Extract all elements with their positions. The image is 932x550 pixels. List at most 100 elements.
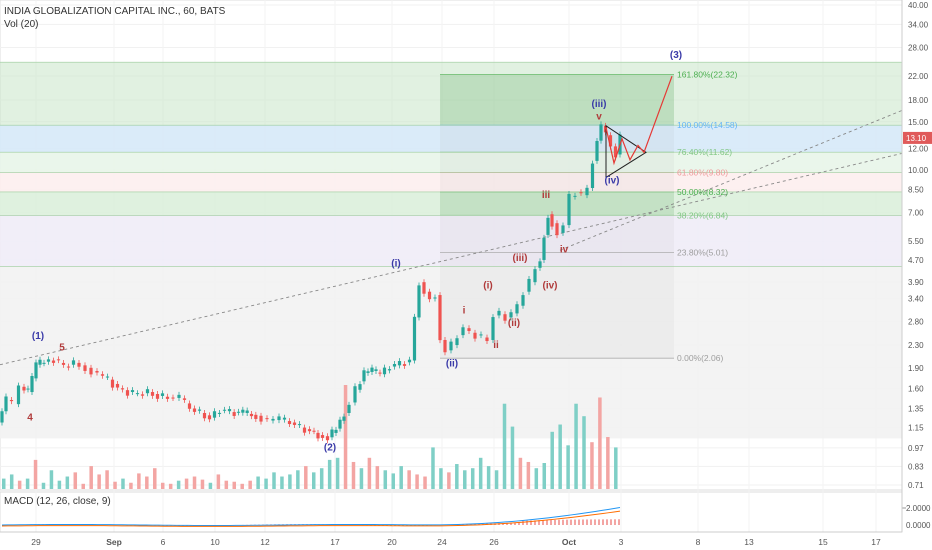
candle-body <box>438 295 442 341</box>
volume-bar <box>272 472 276 489</box>
fib-level-label: 38.20%(6.84) <box>677 210 728 220</box>
volume-bar <box>558 424 562 489</box>
volume-bar <box>312 472 316 489</box>
candle-body <box>140 394 145 396</box>
volume-bar <box>439 468 443 489</box>
chart-title: INDIA GLOBALIZATION CAPITAL INC., 60, BA… <box>4 6 226 17</box>
price-tick-label: 1.60 <box>908 384 924 393</box>
zone-blue <box>0 125 902 153</box>
last-price-tag <box>903 131 932 144</box>
candle-body <box>461 327 465 336</box>
projection-path <box>605 75 673 166</box>
candle-body <box>89 367 93 375</box>
price-tick-label: 3.40 <box>908 295 924 304</box>
macd-hist-bar <box>522 520 524 525</box>
candle-body <box>538 261 542 268</box>
volume-bar <box>582 416 586 489</box>
candle-body <box>165 396 170 399</box>
candle-body <box>160 393 165 396</box>
fib-level-label: 61.80%(9.80) <box>677 167 728 177</box>
macd-line <box>1 507 621 527</box>
volume-bar <box>407 470 411 489</box>
price-tick-label: 22.00 <box>908 72 929 81</box>
volume-bar <box>41 482 46 489</box>
volume-bar <box>232 481 237 489</box>
candle-body <box>561 225 565 233</box>
macd-hist-bar <box>554 519 556 525</box>
volume-bar <box>113 481 117 489</box>
wave-label: iv <box>560 245 569 256</box>
volume-bar <box>455 464 459 489</box>
candle-body <box>546 217 550 235</box>
volume-bar <box>176 480 181 489</box>
candle-body <box>330 429 334 438</box>
volume-bar <box>97 474 101 489</box>
macd-hist-bar <box>546 520 548 525</box>
volume-bar <box>327 459 332 489</box>
macd-hist-bar <box>558 519 560 525</box>
candle-body <box>521 295 525 306</box>
macd-hist-bar <box>550 519 552 525</box>
volume-bar <box>526 461 531 489</box>
macd-hist-bar <box>538 520 540 525</box>
fib-level-label: 161.80%(22.32) <box>677 69 738 79</box>
macd-hist-bar <box>510 522 512 525</box>
volume-bar <box>129 482 133 489</box>
volume-bar <box>351 461 356 489</box>
wave-label: ii <box>493 340 499 351</box>
volume-bar <box>486 466 491 489</box>
macd-hist-bar <box>582 519 584 525</box>
volume-bar <box>168 483 173 489</box>
wave-label: (3) <box>670 50 682 61</box>
volume-bar <box>447 472 451 489</box>
price-axis[interactable]: 40.00 34.00 28.00 22.00 18.00 15.00 12.00 10.00… <box>901 0 932 532</box>
fib-level-label: 50.00%(8.32) <box>677 187 728 197</box>
candle-body <box>217 412 222 414</box>
volume-bar <box>383 470 388 489</box>
candle-body <box>245 410 249 413</box>
volume-bar <box>502 403 507 489</box>
macd-hist-bar <box>618 519 620 525</box>
price-tick-label: 8.50 <box>908 185 924 194</box>
fib-labels: 161.80%(22.32) 100.00%(14.58) 76.40%(11.62… <box>677 69 738 363</box>
volume-bar <box>534 468 539 489</box>
volume-bar <box>256 476 260 489</box>
volume-bar <box>359 468 364 489</box>
volume-bar <box>391 473 395 489</box>
zone-lightgreen <box>0 152 902 173</box>
price-tick-label: 7.00 <box>908 209 924 218</box>
macd-hist-bar <box>574 519 576 525</box>
volume-bar <box>304 466 308 489</box>
candle-body <box>342 416 346 421</box>
candle-body <box>207 415 212 420</box>
macd-hist-bar <box>542 520 544 525</box>
volume-bar <box>33 459 38 489</box>
fib-box <box>440 74 674 359</box>
volume-bar <box>81 483 85 489</box>
candle-body <box>282 417 287 420</box>
candle-body <box>542 237 546 260</box>
candle-body <box>100 374 105 376</box>
volume-bar <box>224 480 229 489</box>
price-tick-label: 12.00 <box>908 144 929 153</box>
macd-hist-bar <box>526 520 528 525</box>
candle-body <box>232 412 236 416</box>
volume-bar <box>510 426 515 489</box>
volume-label: Vol (20) <box>4 19 39 30</box>
macd-hist-bar <box>598 519 600 525</box>
volume-bar <box>598 397 602 489</box>
candle-body <box>145 389 150 394</box>
candle-body <box>347 404 351 413</box>
candle-body <box>125 390 130 396</box>
trend-line-short <box>559 110 903 251</box>
time-axis[interactable]: 29 Sep 6 10 12 17 20 24 26 Oct 3 8 13 15 17 <box>0 531 902 547</box>
macd-hist-bar <box>614 519 616 525</box>
candle-body <box>202 412 207 419</box>
volume-bar <box>49 470 54 489</box>
candle-body <box>130 390 135 393</box>
candle-body <box>378 372 382 374</box>
candle-body <box>509 312 513 318</box>
candle-body <box>71 360 76 365</box>
volume-bar <box>25 478 30 489</box>
